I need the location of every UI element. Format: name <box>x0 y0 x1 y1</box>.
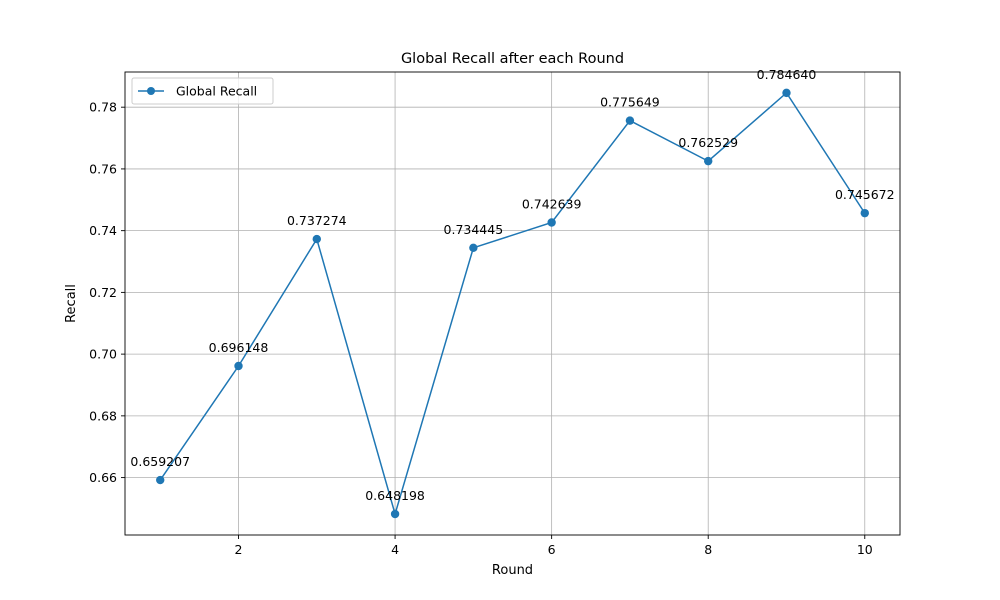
y-tick-label: 0.70 <box>89 347 117 362</box>
y-tick-label: 0.66 <box>89 470 117 485</box>
y-tick-label: 0.72 <box>89 285 117 300</box>
data-point <box>312 234 321 244</box>
data-label: 0.742639 <box>522 197 582 212</box>
series-line <box>159 91 866 517</box>
y-tick-label: 0.76 <box>89 161 117 176</box>
data-label: 0.737274 <box>287 213 347 228</box>
data-point <box>156 475 165 485</box>
data-point <box>625 116 635 125</box>
data-point <box>782 88 791 98</box>
data-point <box>704 156 713 166</box>
legend-box <box>131 77 274 105</box>
y-tick-label: 0.68 <box>89 408 117 423</box>
x-tick-label: 2 <box>235 542 243 557</box>
series-layer <box>156 88 869 519</box>
legend: Global Recall <box>131 77 274 105</box>
x-tick-label: 6 <box>548 542 556 557</box>
data-labels: 0.659207 0.696148 0.737274 0.648198 0.734445… <box>130 67 894 503</box>
y-tick-label: 0.74 <box>89 223 117 238</box>
data-label: 0.734445 <box>444 222 504 237</box>
data-point <box>234 361 243 371</box>
data-label: 0.775649 <box>600 95 660 110</box>
plot-area-frame <box>124 71 901 536</box>
x-axis-label: Round <box>492 563 533 578</box>
y-axis-label: Recall <box>64 284 79 323</box>
data-label: 0.762529 <box>678 135 738 150</box>
data-label: 0.648198 <box>365 488 425 503</box>
chart-title: Global Recall after each Round <box>401 51 624 67</box>
x-tick-label: 10 <box>857 542 873 557</box>
data-label: 0.659207 <box>130 454 190 469</box>
y-axis-ticks: 0.66 0.68 0.70 0.72 0.74 0.76 0.78 <box>89 100 125 485</box>
data-label: 0.784640 <box>757 67 817 82</box>
x-tick-label: 4 <box>391 542 399 557</box>
x-tick-label: 8 <box>704 542 712 557</box>
data-label: 0.696148 <box>209 340 269 355</box>
legend-marker-swatch <box>147 87 155 95</box>
y-tick-label: 0.78 <box>89 100 117 115</box>
legend-entry-label: Global Recall <box>176 84 257 99</box>
x-axis-ticks: 2 4 6 8 10 <box>235 535 873 557</box>
data-point <box>860 208 869 218</box>
grid <box>125 72 900 535</box>
data-point <box>390 509 400 519</box>
data-label: 0.745672 <box>835 187 895 202</box>
data-point <box>469 243 478 253</box>
data-point <box>547 218 556 227</box>
